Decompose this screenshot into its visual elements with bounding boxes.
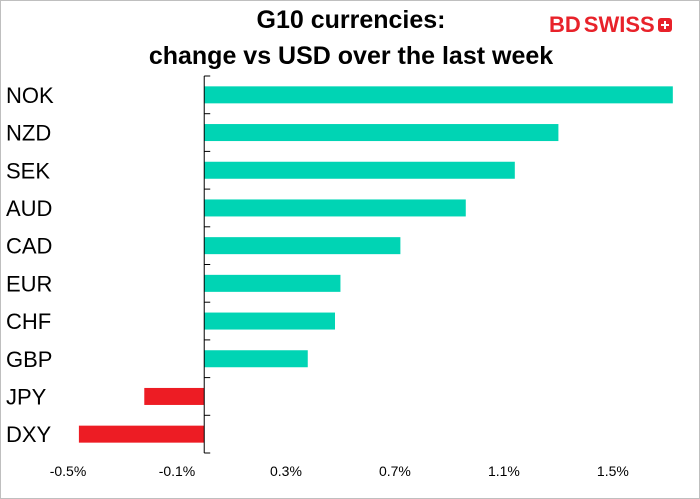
chart-title-line-2: change vs USD over the last week [148, 42, 554, 70]
bar-sek [204, 161, 515, 179]
bar-eur [204, 274, 341, 292]
swiss-cross-icon [657, 18, 672, 32]
category-label-nok: NOK [6, 83, 54, 108]
x-tick-label: 0.3% [270, 463, 302, 479]
bar-dxy [78, 425, 205, 443]
bar-jpy [144, 387, 205, 405]
x-tick-label: 1.5% [597, 463, 629, 479]
x-tick-label: 0.7% [379, 463, 411, 479]
bar-aud [204, 199, 466, 217]
bar-nzd [204, 124, 559, 142]
bar-cad [204, 237, 401, 255]
bar-gbp [204, 350, 308, 368]
x-tick-label: -0.1% [159, 463, 196, 479]
bar-chf [204, 312, 335, 330]
category-label-gbp: GBP [6, 347, 52, 372]
x-tick-label: -0.5% [50, 463, 87, 479]
category-label-nzd: NZD [6, 121, 51, 146]
x-tick-label: 1.1% [488, 463, 520, 479]
category-label-aud: AUD [6, 196, 52, 221]
logo-text-bd: BD [549, 12, 581, 37]
category-label-sek: SEK [6, 158, 50, 183]
bar-nok [204, 86, 673, 104]
category-label-eur: EUR [6, 271, 52, 296]
logo-text-swiss: SWISS [583, 12, 655, 37]
bdswiss-logo: BD SWISS [549, 12, 672, 38]
category-label-cad: CAD [6, 234, 52, 259]
category-label-dxy: DXY [6, 422, 52, 447]
chart-title-line-1: G10 currencies: [256, 6, 446, 34]
category-label-jpy: JPY [6, 384, 47, 409]
category-label-chf: CHF [6, 309, 51, 334]
